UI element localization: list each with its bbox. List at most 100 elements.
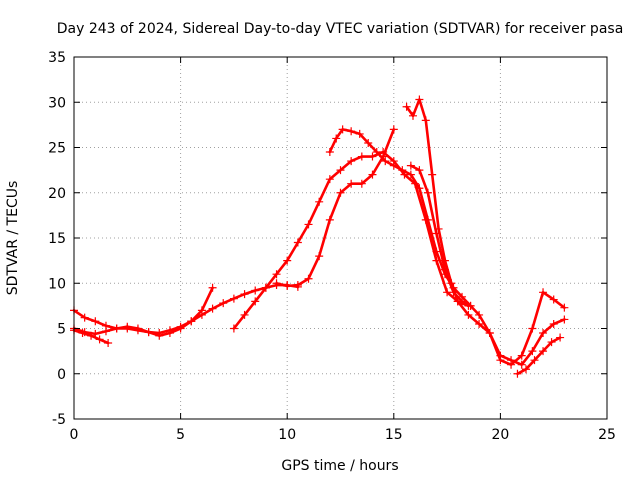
plot-frame [73,56,608,420]
data-point-marker [315,252,324,261]
x-tick-label: 15 [385,427,403,443]
data-point-marker [475,319,484,328]
data-point-marker [408,111,417,120]
y-tick-label: 5 [57,322,66,338]
x-tick-label: 20 [491,427,509,443]
data-point-marker [283,281,292,290]
data-point-marker [293,281,302,290]
data-point-marker [95,335,104,344]
x-tick-label: 5 [176,427,185,443]
data-point-marker [293,238,302,247]
data-point-marker [485,329,494,338]
data-point-marker [133,324,142,333]
data-point-marker [432,247,441,256]
data-point-marker [539,347,548,356]
data-point-marker [229,324,238,333]
data-point-marker [229,294,238,303]
data-point-marker [208,283,217,292]
data-point-marker [421,116,430,125]
data-point-marker [372,148,381,157]
data-point-marker [336,166,345,175]
data-point-marker [415,166,424,175]
y-axis-label: SDTVAR / TECUs [5,181,21,296]
data-point-marker [197,306,206,315]
y-tick-label: 30 [48,95,66,111]
data-point-marker [458,297,467,306]
data-point-marker [368,152,377,161]
data-point-marker [101,327,110,336]
data-point-marker [389,125,398,134]
data-point-marker [144,328,153,337]
data-point-marker [381,157,390,166]
x-tick-label: 10 [278,427,296,443]
data-point-marker [187,317,196,326]
data-point-marker [521,365,530,374]
x-axis-label: GPS time / hours [281,458,398,474]
data-point-marker [517,351,526,360]
data-point-marker [539,288,548,297]
data-point-marker [315,197,324,206]
y-tick-label: 15 [48,231,66,247]
data-point-marker [556,333,565,342]
y-tick-label: 0 [57,367,66,383]
data-point-marker [517,360,526,369]
data-point-marker [251,297,260,306]
data-point-marker [549,319,558,328]
data-point-marker [402,102,411,111]
data-point-marker [364,138,373,147]
data-point-marker [251,286,260,295]
data-point-marker [78,329,87,338]
data-point-marker [261,283,270,292]
data-point-marker [368,170,377,179]
data-point-marker [466,301,475,310]
data-point-marker [549,295,558,304]
data-point-marker [347,179,356,188]
series-layer [70,95,569,378]
data-point-marker [560,303,569,312]
data-point-marker [304,274,313,283]
data-point-marker [423,188,432,197]
data-point-marker [240,290,249,299]
data-point-marker [449,288,458,297]
data-point-marker [547,338,556,347]
data-point-marker [283,256,292,265]
data-point-marker [332,134,341,143]
data-point-marker [325,148,334,157]
y-tick-label: 25 [48,141,66,157]
data-point-marker [338,125,347,134]
x-tick-label: 25 [598,427,616,443]
data-point-marker [208,304,217,313]
data-point-marker [325,175,334,184]
series-line-satellite-track-9 [516,336,562,376]
data-point-marker [428,170,437,179]
data-point-marker [219,299,228,308]
y-tick-label: 35 [48,50,66,66]
data-point-marker [91,317,100,326]
data-point-marker [240,310,249,319]
data-point-marker [528,347,537,356]
data-point-marker [513,369,522,378]
data-point-marker [406,170,415,179]
data-point-marker [415,95,424,104]
x-tick-label: 0 [70,427,79,443]
data-point-marker [398,166,407,175]
data-point-marker [347,157,356,166]
data-point-marker [389,161,398,170]
grid-layer [74,57,607,419]
data-point-marker [423,215,432,224]
y-tick-label: 10 [48,276,66,292]
data-point-marker [406,161,415,170]
data-point-marker [80,313,89,322]
data-point-marker [528,324,537,333]
data-point-marker [496,351,505,360]
data-point-marker [336,188,345,197]
data-point-marker [357,152,366,161]
data-point-marker [304,220,313,229]
data-point-marker [539,329,548,338]
data-point-marker [415,184,424,193]
data-point-marker [507,356,516,365]
data-point-marker [176,324,185,333]
data-point-marker [155,331,164,340]
